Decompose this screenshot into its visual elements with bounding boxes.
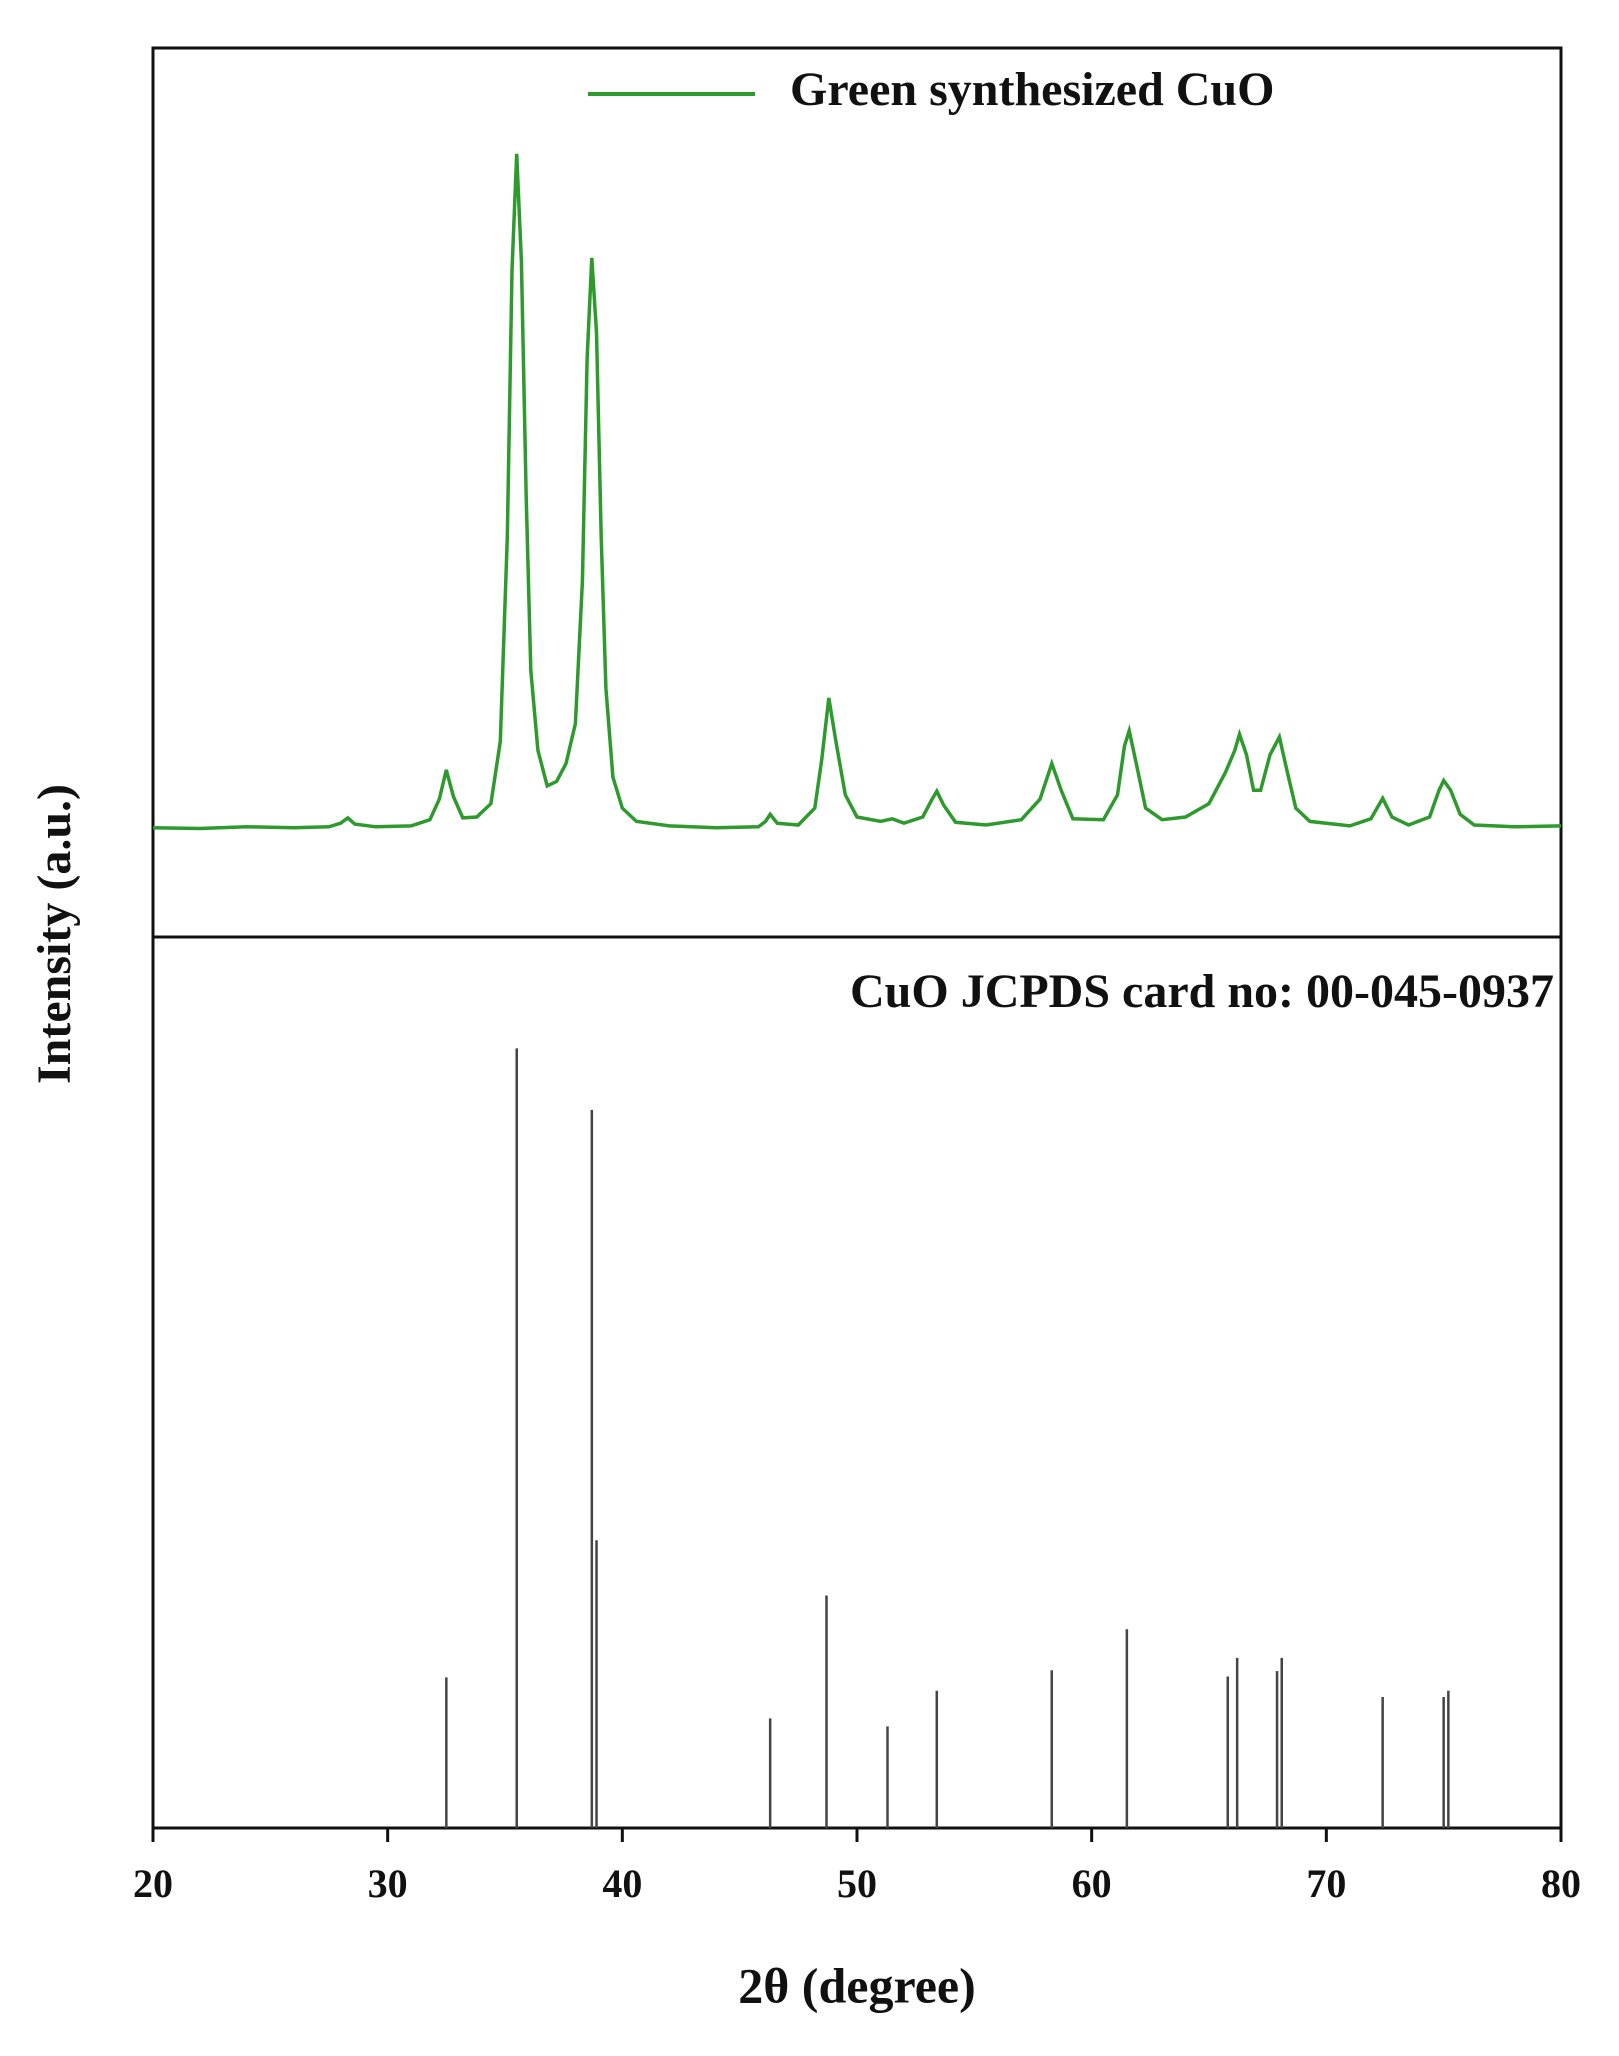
x-tick-label: 20 [133,1861,173,1906]
x-tick-label: 60 [1072,1861,1112,1906]
x-tick-label: 40 [602,1861,642,1906]
data-line [152,153,1562,831]
x-axis-label: 2θ (degree) [738,1957,976,2013]
x-tick-label: 70 [1306,1861,1346,1906]
plot-frame [151,46,1563,939]
annotation: CuO JCPDS card no: 00-045-0937 [850,965,1554,1018]
x-tick-label: 80 [1541,1861,1581,1906]
y-axis-label: Intensity (a.u.) [28,784,81,1084]
x-tick-label: 30 [368,1861,408,1906]
legend-label: Green synthesized CuO [790,63,1274,116]
x-tick-label: 50 [837,1861,877,1906]
plot-frame [151,935,1563,1830]
